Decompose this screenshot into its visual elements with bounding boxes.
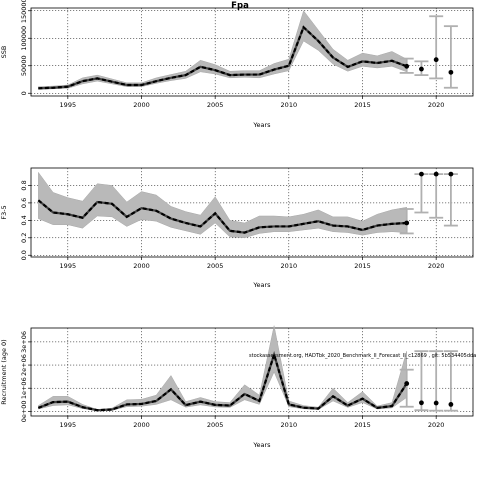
- x-tick-label: 2005: [207, 421, 224, 429]
- y-axis-label: Recruitment (age 0): [0, 339, 8, 404]
- x-axis-label: Years: [252, 281, 271, 289]
- forecast-point-2019: [419, 400, 424, 406]
- footnote: stockassessment.org, HADTbk_2020_Benchma…: [249, 353, 476, 359]
- y-tick-label: 0.0: [20, 250, 28, 260]
- forecast-point-2018: [404, 63, 410, 69]
- x-tick-label: 2000: [133, 262, 150, 270]
- panel-1: 1995 2000 2005 2010 2015 2020 0 50000 100000 1500…: [0, 0, 474, 129]
- forecast-point-2018: [404, 220, 410, 226]
- x-tick-label: 1995: [60, 101, 77, 109]
- x-tick-label: 2020: [428, 421, 445, 429]
- forecast-point-2020: [433, 171, 439, 177]
- x-axis-label: Years: [252, 441, 271, 449]
- y-tick-label: 2e+06: [20, 354, 28, 376]
- forecast-point-2019: [419, 171, 424, 177]
- x-tick-label: 2015: [354, 262, 371, 270]
- x-tick-label: 2020: [428, 101, 445, 109]
- forecast-point-2021: [448, 171, 454, 177]
- y-axis-label: F3-5: [0, 205, 8, 219]
- y-tick-label: 0.2: [20, 233, 28, 243]
- x-tick-label: 2010: [281, 262, 298, 270]
- x-tick-label: 2010: [281, 101, 298, 109]
- panel-3: 1995 2000 2005 2010 2015 2020 0e+001e+062e+063…: [0, 325, 474, 449]
- chart-title: Fpa: [231, 1, 249, 11]
- forecast-point-2018: [404, 381, 410, 386]
- y-tick-label: 1e+06: [20, 377, 28, 399]
- plot-frame: [30, 327, 474, 417]
- forecast-point-2021: [448, 402, 454, 407]
- estimate-line: [37, 199, 407, 234]
- plot-frame: [30, 7, 474, 97]
- x-axis-label: Years: [252, 121, 271, 129]
- y-tick-label: 0: [20, 91, 28, 95]
- estimate-line: [38, 25, 408, 90]
- confidence-band: [38, 325, 407, 411]
- x-tick-label: 2015: [354, 101, 371, 109]
- x-tick-label: 2015: [354, 421, 371, 429]
- panel-2: 1995 2000 2005 2010 2015 2020 0.0 0.2 0.4 0.6 0.8 Y…: [0, 167, 474, 289]
- y-tick-label: 3e+06: [20, 331, 28, 353]
- estimate-line: [37, 350, 408, 412]
- y-tick-label: 100000: [20, 26, 28, 51]
- y-tick-label: 0.6: [20, 198, 28, 208]
- y-tick-label: 0.4: [20, 215, 28, 225]
- forecast-point-2020: [433, 400, 439, 406]
- x-tick-label: 2000: [133, 101, 150, 109]
- x-tick-label: 2005: [207, 262, 224, 270]
- estimate-line-base: [38, 25, 408, 90]
- forecast-point-2021: [448, 69, 454, 75]
- y-tick-label: 150000: [20, 0, 28, 23]
- plot-frame: [30, 167, 474, 258]
- confidence-band: [38, 10, 407, 90]
- forecast-point-2020: [433, 57, 439, 63]
- x-tick-label: 1995: [60, 262, 77, 270]
- x-tick-label: 2010: [281, 421, 298, 429]
- x-tick-label: 2000: [133, 421, 150, 429]
- x-tick-label: 2005: [207, 101, 224, 109]
- y-axis-label: SSB: [0, 46, 8, 59]
- y-tick-label: 50000: [20, 55, 28, 76]
- y-tick-label: 0.8: [20, 180, 28, 190]
- x-tick-label: 1995: [60, 421, 77, 429]
- x-tick-label: 2020: [428, 262, 445, 270]
- y-tick-label: 0e+00: [20, 400, 28, 422]
- forecast-point-2019: [419, 66, 424, 72]
